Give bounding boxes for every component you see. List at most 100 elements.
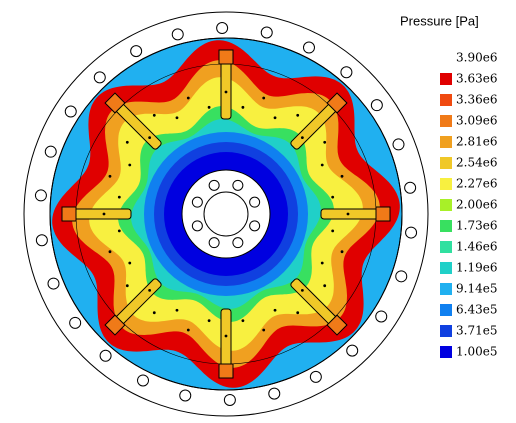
legend-title: Pressure [Pa]: [400, 13, 479, 28]
hub-hole: [232, 237, 244, 249]
dot: [296, 113, 300, 117]
bolt-hole: [130, 45, 143, 58]
legend-label: 1.19e6: [456, 261, 497, 275]
dot: [148, 288, 152, 292]
bolt-hole: [137, 374, 150, 387]
dot: [296, 311, 300, 315]
bolt-hole: [260, 26, 273, 39]
dot: [300, 288, 304, 292]
dot: [300, 136, 304, 140]
blade-tip: [104, 92, 126, 114]
blade-tip: [326, 92, 348, 114]
dot: [125, 140, 129, 144]
legend-swatch: [440, 157, 452, 169]
legend-swatch: [440, 304, 452, 316]
dot: [224, 90, 228, 94]
dot: [148, 136, 152, 140]
dot: [273, 116, 277, 120]
dot: [323, 284, 327, 288]
bolt-hole: [93, 71, 106, 84]
dot: [175, 116, 179, 120]
dot: [207, 319, 211, 323]
bolt-hole: [395, 270, 408, 283]
dot: [128, 261, 132, 265]
dot: [207, 105, 211, 109]
dot: [320, 163, 324, 167]
bolt-hole: [268, 387, 281, 400]
blade-tip: [326, 314, 348, 336]
legend-label: 9.14e5: [456, 282, 497, 296]
legend-label: 3.71e5: [456, 324, 497, 338]
blade-tip: [375, 206, 391, 222]
bolt-hole: [35, 234, 48, 247]
dot: [152, 113, 156, 117]
legend-label: 3.90e6: [456, 51, 497, 65]
dot: [331, 229, 335, 233]
legend-swatch: [440, 241, 452, 253]
dot: [262, 328, 266, 332]
dot: [346, 212, 350, 216]
legend-swatch: [440, 115, 452, 127]
bolt-hole: [179, 389, 192, 402]
ring-line: [49, 37, 403, 391]
legend-swatch: [440, 346, 452, 358]
bolt-hole: [99, 349, 112, 362]
legend-swatch: [440, 178, 452, 190]
dot: [108, 250, 112, 254]
dot: [331, 195, 335, 199]
bolt-hole: [405, 226, 418, 239]
legend-swatch: [440, 262, 452, 274]
legend-label: 2.27e6: [456, 177, 497, 191]
dot: [340, 250, 344, 254]
legend-swatch: [440, 283, 452, 295]
legend-label: 3.36e6: [456, 93, 497, 107]
bolt-hole: [370, 99, 383, 112]
legend-label: 2.81e6: [456, 135, 497, 149]
hub-hole: [249, 196, 261, 208]
hub-hole: [191, 196, 203, 208]
dot: [152, 311, 156, 315]
bolt-hole: [302, 41, 315, 54]
legend-swatch: [440, 199, 452, 211]
dot: [175, 308, 179, 312]
pressure-contour: [23, 11, 429, 417]
bolt-hole: [34, 189, 47, 202]
dot: [125, 284, 129, 288]
blade-tip: [104, 314, 126, 336]
blade-tip: [61, 206, 77, 222]
blade-tip: [218, 363, 234, 379]
dot: [340, 174, 344, 178]
bolt-hole: [375, 310, 388, 323]
bolt-hole: [64, 105, 77, 118]
legend: 3.63e6 3.36e6 3.09e6 2.81e6 2.54e6 2.27e6 2.00…: [440, 72, 497, 359]
hub-hole: [208, 237, 220, 249]
hub-hole: [208, 179, 220, 191]
dot: [186, 96, 190, 100]
legend-label: 3.63e6: [456, 72, 497, 86]
bolt-hole: [340, 66, 353, 79]
legend-label: 1.73e6: [456, 219, 497, 233]
hub: [181, 169, 271, 259]
bolt-hole: [171, 28, 184, 41]
hub-hole: [249, 220, 261, 232]
dot: [323, 140, 327, 144]
bolt-hole: [69, 316, 82, 329]
dot: [262, 96, 266, 100]
bolt-hole: [309, 370, 322, 383]
legend-label: 2.54e6: [456, 156, 497, 170]
dot: [186, 328, 190, 332]
dot: [117, 195, 121, 199]
hub-hole: [232, 179, 244, 191]
dot: [273, 308, 277, 312]
legend-swatch: [440, 220, 452, 232]
dot: [320, 261, 324, 265]
legend-label: 6.43e5: [456, 303, 497, 317]
blade-tip: [218, 49, 234, 65]
dot: [102, 212, 106, 216]
legend-label: 1.00e5: [456, 345, 497, 359]
hub-inner: [203, 191, 249, 237]
bolt-hole: [44, 145, 57, 158]
legend-swatch: [440, 325, 452, 337]
dot: [241, 319, 245, 323]
